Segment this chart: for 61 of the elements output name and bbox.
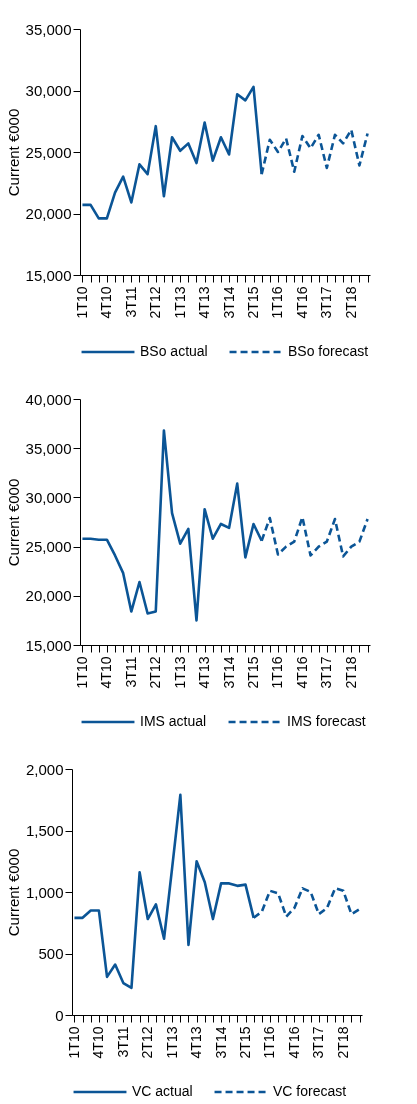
y-tick-label: 15,000 (25, 266, 72, 284)
x-tick-label: 1T13 (163, 1026, 180, 1059)
legend-label: VC actual (132, 1083, 193, 1099)
y-tick-label: 2,000 (25, 760, 64, 778)
x-tick-label: 4T16 (285, 1026, 302, 1059)
y-tick-label: 500 (38, 945, 64, 962)
x-tick-label: 2T12 (139, 1026, 156, 1059)
x-tick-label: 3T14 (220, 286, 237, 319)
x-tick-label: 4T10 (98, 286, 115, 319)
y-tick-label: 25,000 (25, 538, 72, 556)
y-tick-label: 25,000 (25, 143, 72, 161)
y-axis-title: Current €000 (4, 478, 22, 567)
x-tick-label: 2T18 (342, 656, 359, 689)
x-tick-label: 2T12 (147, 656, 164, 689)
x-tick-label: 2T15 (237, 1026, 254, 1059)
x-tick-label: 4T10 (90, 1026, 107, 1059)
x-tick-label: 3T11 (114, 1026, 131, 1058)
x-tick-label: 1T10 (65, 1026, 82, 1059)
legend-label: IMS forecast (287, 713, 366, 729)
x-tick-label: 1T16 (269, 286, 286, 319)
x-tick-label: 4T10 (98, 656, 115, 689)
x-tick-label: 3T17 (318, 286, 335, 319)
x-tick-label: 3T17 (310, 1026, 327, 1059)
y-axis-title: Current €000 (4, 108, 22, 197)
x-tick-label: 4T16 (293, 286, 310, 319)
x-tick-label: 4T13 (188, 1026, 205, 1059)
x-tick-label: 2T15 (245, 286, 262, 319)
legend-label: VC forecast (273, 1083, 347, 1099)
y-tick-label: 35,000 (25, 439, 72, 457)
x-tick-label: 1T13 (171, 286, 188, 319)
x-tick-label: 2T18 (342, 286, 359, 319)
y-tick-label: 1,500 (25, 822, 64, 839)
y-tick-label: 20,000 (25, 587, 72, 605)
y-tick-label: 30,000 (25, 488, 72, 506)
y-tick-label: 20,000 (25, 205, 72, 222)
x-tick-label: 1T16 (261, 1026, 278, 1059)
x-tick-label: 4T16 (293, 656, 310, 689)
x-tick-label: 2T18 (334, 1026, 351, 1059)
y-tick-label: 40,000 (25, 390, 72, 408)
x-tick-label: 1T16 (269, 656, 286, 689)
y-tick-label: 30,000 (25, 82, 72, 99)
legend-label: BSo forecast (288, 343, 369, 359)
y-tick-label: 1,000 (25, 883, 64, 901)
x-tick-label: 2T15 (245, 656, 262, 689)
x-tick-label: 3T11 (122, 656, 139, 688)
legend-label: BSo actual (140, 343, 208, 359)
x-tick-label: 3T11 (122, 286, 139, 318)
x-tick-label: 1T10 (73, 286, 90, 319)
y-axis-title: Current €000 (4, 848, 22, 937)
x-tick-label: 1T13 (171, 656, 188, 689)
x-tick-label: 3T14 (212, 1026, 229, 1059)
y-tick-label: 35,000 (25, 20, 72, 38)
x-tick-label: 2T12 (147, 286, 164, 319)
x-tick-label: 3T14 (220, 656, 237, 689)
legend-label: IMS actual (140, 713, 207, 729)
x-tick-label: 4T13 (196, 286, 213, 319)
x-tick-label: 3T17 (318, 656, 335, 689)
y-tick-label: 0 (55, 1006, 64, 1024)
x-tick-label: 4T13 (196, 656, 213, 689)
y-tick-label: 15,000 (25, 636, 72, 654)
x-tick-label: 1T10 (73, 656, 90, 689)
